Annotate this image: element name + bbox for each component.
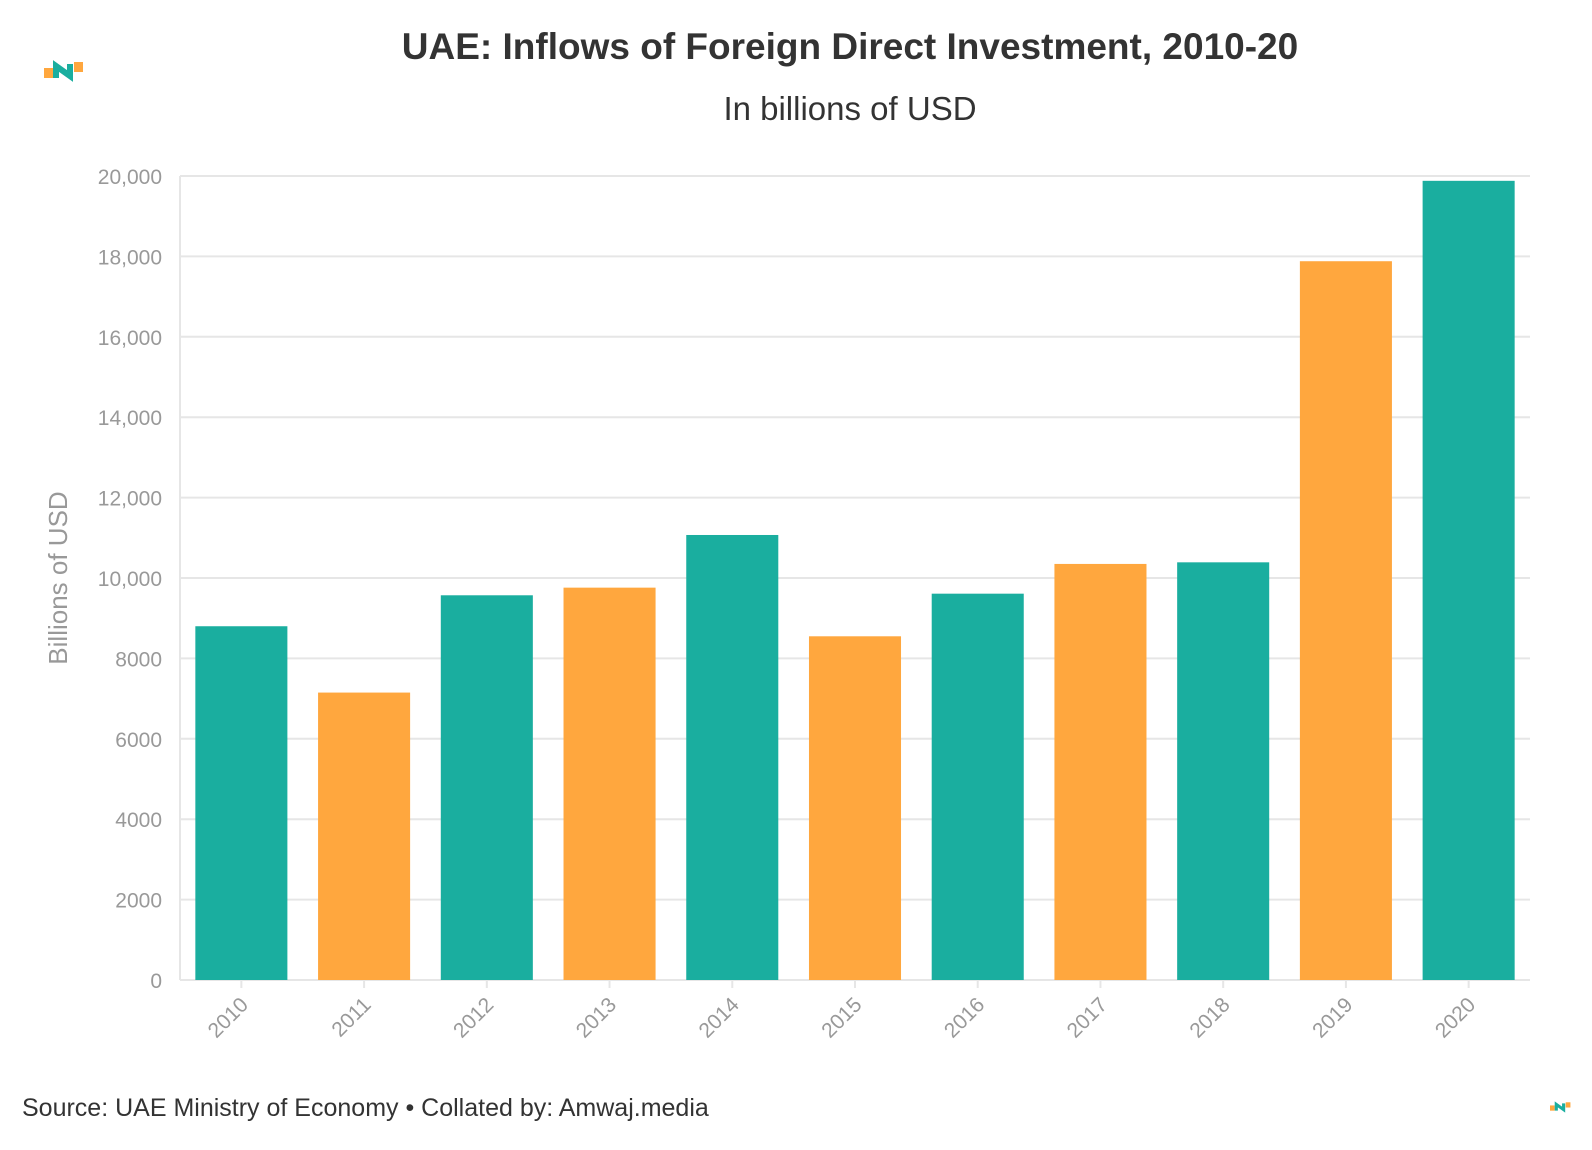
bar-chart: 0 2000 4000 6000 8000 10,000 12,000 14,000 16,00… (43, 166, 1530, 1043)
bar-2013[interactable] (563, 587, 656, 980)
chart-title: UAE: Inflows of Foreign Direct Investmen… (401, 26, 1299, 67)
x-tick-label: 2020 (1431, 993, 1480, 1042)
x-tick-label: 2012 (449, 993, 498, 1042)
y-tick-label: 4000 (115, 809, 162, 832)
x-axis-ticks: 2010 2011 2012 2013 2014 2015 2016 2017 2018 2019… (204, 980, 1480, 1043)
x-tick-label: 2016 (940, 993, 989, 1042)
bar-2018[interactable] (1177, 562, 1270, 980)
y-tick-label: 0 (150, 970, 162, 993)
source-note: Source: UAE Ministry of Economy • Collat… (22, 1094, 709, 1122)
chart-subtitle: In billions of USD (723, 90, 977, 127)
bar-2016[interactable] (931, 593, 1024, 980)
y-axis-ticks: 0 2000 4000 6000 8000 10,000 12,000 14,000 16,00… (98, 166, 162, 993)
y-tick-label: 8000 (115, 648, 162, 671)
x-tick-label: 2019 (1308, 993, 1357, 1042)
y-tick-label: 10,000 (98, 568, 162, 591)
y-tick-label: 14,000 (98, 407, 162, 430)
y-tick-label: 20,000 (98, 166, 162, 189)
bar-2012[interactable] (440, 595, 533, 980)
amwaj-logo-icon (44, 60, 83, 82)
x-tick-label: 2011 (327, 993, 375, 1041)
amwaj-logo-small-icon (1550, 1101, 1571, 1113)
bar-2020[interactable] (1422, 180, 1515, 981)
x-tick-label: 2017 (1063, 993, 1112, 1042)
bar-2011[interactable] (318, 692, 411, 980)
x-tick-label: 2013 (572, 993, 621, 1042)
y-tick-label: 18,000 (98, 246, 162, 269)
bar-2015[interactable] (808, 636, 902, 980)
y-tick-label: 16,000 (98, 327, 162, 350)
x-tick-label: 2015 (817, 993, 866, 1042)
x-tick-label: 2010 (204, 993, 253, 1042)
x-tick-label: 2018 (1185, 993, 1234, 1042)
bar-2017[interactable] (1054, 563, 1147, 980)
bar-2019[interactable] (1299, 261, 1392, 980)
bars (195, 180, 1515, 981)
y-tick-label: 12,000 (98, 488, 162, 511)
x-tick-label: 2014 (695, 993, 745, 1043)
y-tick-label: 6000 (115, 729, 162, 752)
bar-2010[interactable] (195, 626, 288, 980)
chart-header: UAE: Inflows of Foreign Direct Investmen… (0, 0, 1592, 140)
y-axis-label: Billions of USD (43, 491, 73, 664)
y-tick-label: 2000 (115, 890, 162, 913)
bar-2014[interactable] (686, 534, 779, 980)
